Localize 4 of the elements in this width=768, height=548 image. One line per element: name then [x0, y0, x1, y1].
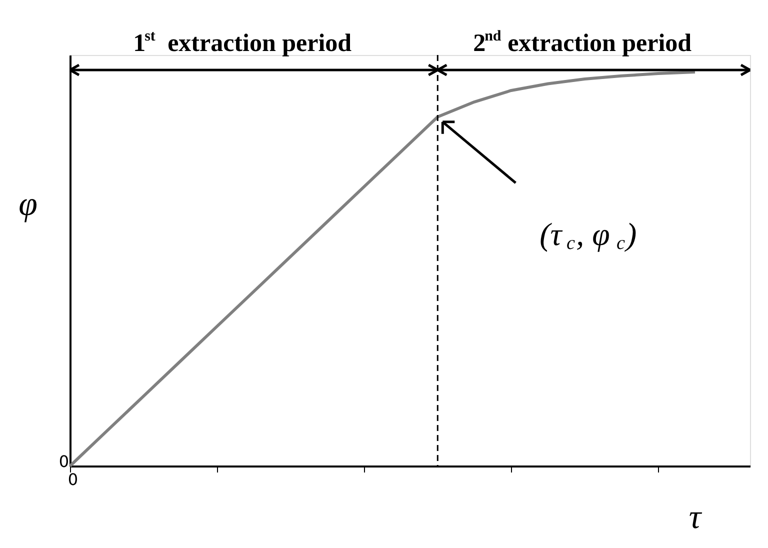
x-axis-title: τ — [688, 499, 703, 536]
y-axis-title: φ — [18, 186, 38, 223]
text: 0 — [68, 470, 78, 489]
text: 0 — [58, 452, 70, 471]
